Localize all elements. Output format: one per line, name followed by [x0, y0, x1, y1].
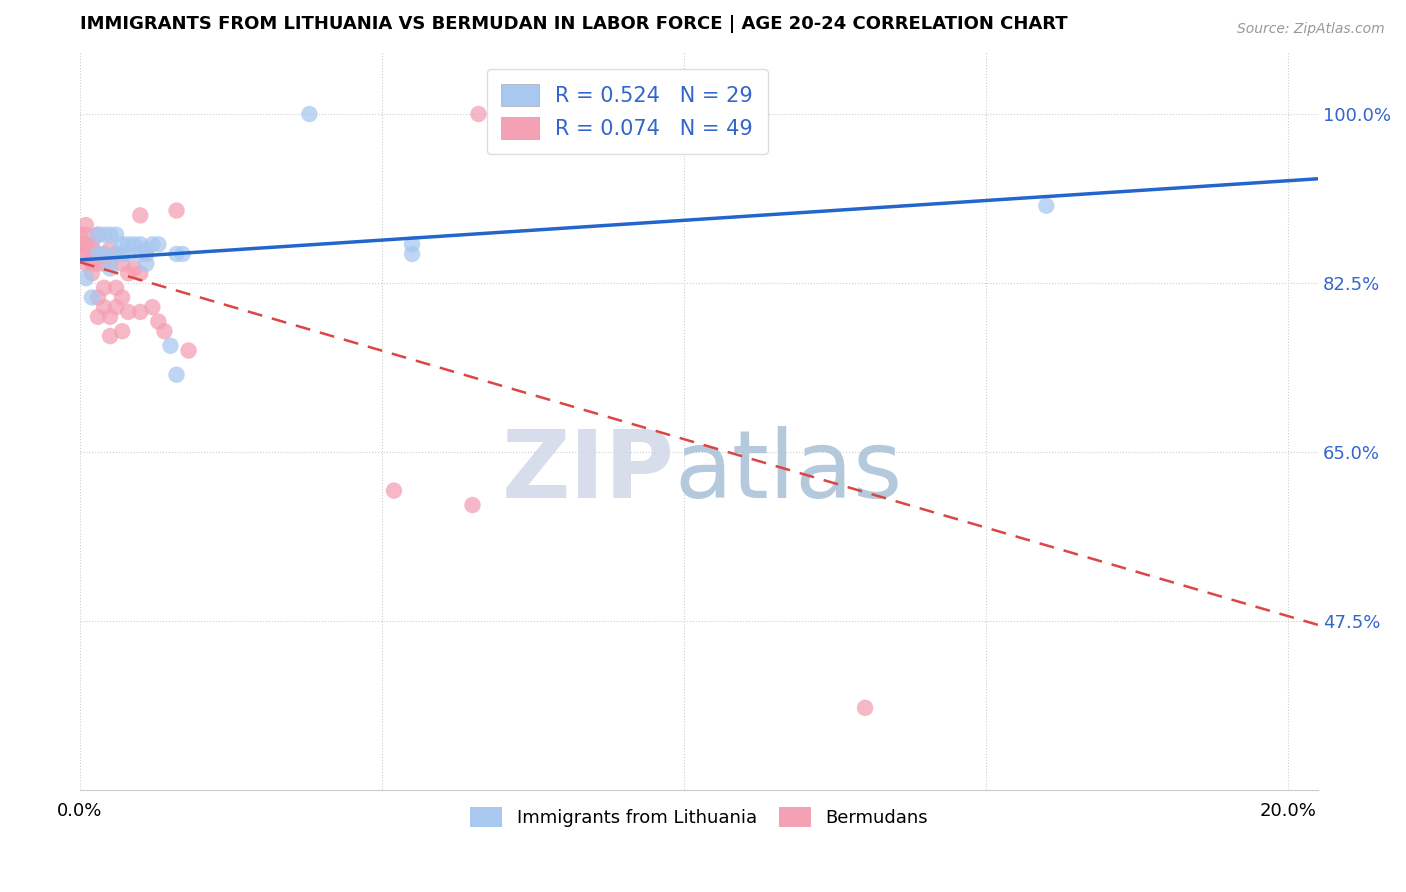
Point	[141, 300, 163, 314]
Point	[117, 266, 139, 280]
Point	[87, 227, 110, 242]
Point	[87, 227, 110, 242]
Point	[111, 257, 134, 271]
Point	[98, 329, 121, 343]
Point	[98, 227, 121, 242]
Point	[117, 305, 139, 319]
Point	[166, 368, 188, 382]
Point	[166, 203, 188, 218]
Point	[153, 324, 176, 338]
Point	[117, 237, 139, 252]
Point	[141, 237, 163, 252]
Point	[75, 247, 97, 261]
Point	[75, 237, 97, 252]
Text: atlas: atlas	[675, 426, 903, 518]
Point	[80, 242, 103, 256]
Point	[105, 227, 128, 242]
Point	[135, 257, 157, 271]
Point	[98, 257, 121, 271]
Point	[111, 290, 134, 304]
Point	[75, 257, 97, 271]
Point	[467, 107, 489, 121]
Point	[93, 247, 115, 261]
Point	[129, 237, 152, 252]
Point	[80, 252, 103, 266]
Text: 0.0%: 0.0%	[58, 802, 103, 820]
Point	[80, 257, 103, 271]
Point	[93, 247, 115, 261]
Point	[93, 281, 115, 295]
Point	[1035, 199, 1057, 213]
Point	[87, 257, 110, 271]
Point	[93, 300, 115, 314]
Point	[80, 290, 103, 304]
Point	[159, 339, 181, 353]
Point	[105, 300, 128, 314]
Point	[172, 247, 194, 261]
Point	[177, 343, 200, 358]
Point	[148, 315, 170, 329]
Point	[129, 247, 152, 261]
Point	[298, 107, 321, 121]
Point	[80, 247, 103, 261]
Point	[98, 242, 121, 256]
Point	[129, 266, 152, 280]
Text: IMMIGRANTS FROM LITHUANIA VS BERMUDAN IN LABOR FORCE | AGE 20-24 CORRELATION CHA: IMMIGRANTS FROM LITHUANIA VS BERMUDAN IN…	[80, 15, 1067, 33]
Point	[69, 227, 91, 242]
Point	[87, 290, 110, 304]
Point	[93, 227, 115, 242]
Point	[122, 237, 145, 252]
Point	[401, 237, 423, 252]
Text: ZIP: ZIP	[502, 426, 675, 518]
Point	[382, 483, 405, 498]
Point	[87, 247, 110, 261]
Point	[111, 237, 134, 252]
Point	[93, 257, 115, 271]
Point	[111, 247, 134, 261]
Point	[117, 247, 139, 261]
Legend: Immigrants from Lithuania, Bermudans: Immigrants from Lithuania, Bermudans	[461, 798, 938, 837]
Point	[105, 247, 128, 261]
Point	[69, 247, 91, 261]
Point	[461, 498, 484, 512]
Point	[80, 266, 103, 280]
Point	[105, 247, 128, 261]
Text: Source: ZipAtlas.com: Source: ZipAtlas.com	[1237, 22, 1385, 37]
Point	[98, 261, 121, 276]
Point	[166, 247, 188, 261]
Point	[148, 237, 170, 252]
Point	[75, 227, 97, 242]
Point	[69, 237, 91, 252]
Point	[98, 310, 121, 324]
Point	[80, 237, 103, 252]
Point	[75, 271, 97, 285]
Text: 20.0%: 20.0%	[1260, 802, 1316, 820]
Point	[129, 208, 152, 222]
Point	[135, 242, 157, 256]
Point	[122, 261, 145, 276]
Point	[135, 247, 157, 261]
Point	[401, 247, 423, 261]
Point	[853, 701, 876, 715]
Point	[87, 310, 110, 324]
Point	[612, 107, 634, 121]
Point	[105, 281, 128, 295]
Point	[75, 218, 97, 232]
Point	[129, 305, 152, 319]
Point	[111, 324, 134, 338]
